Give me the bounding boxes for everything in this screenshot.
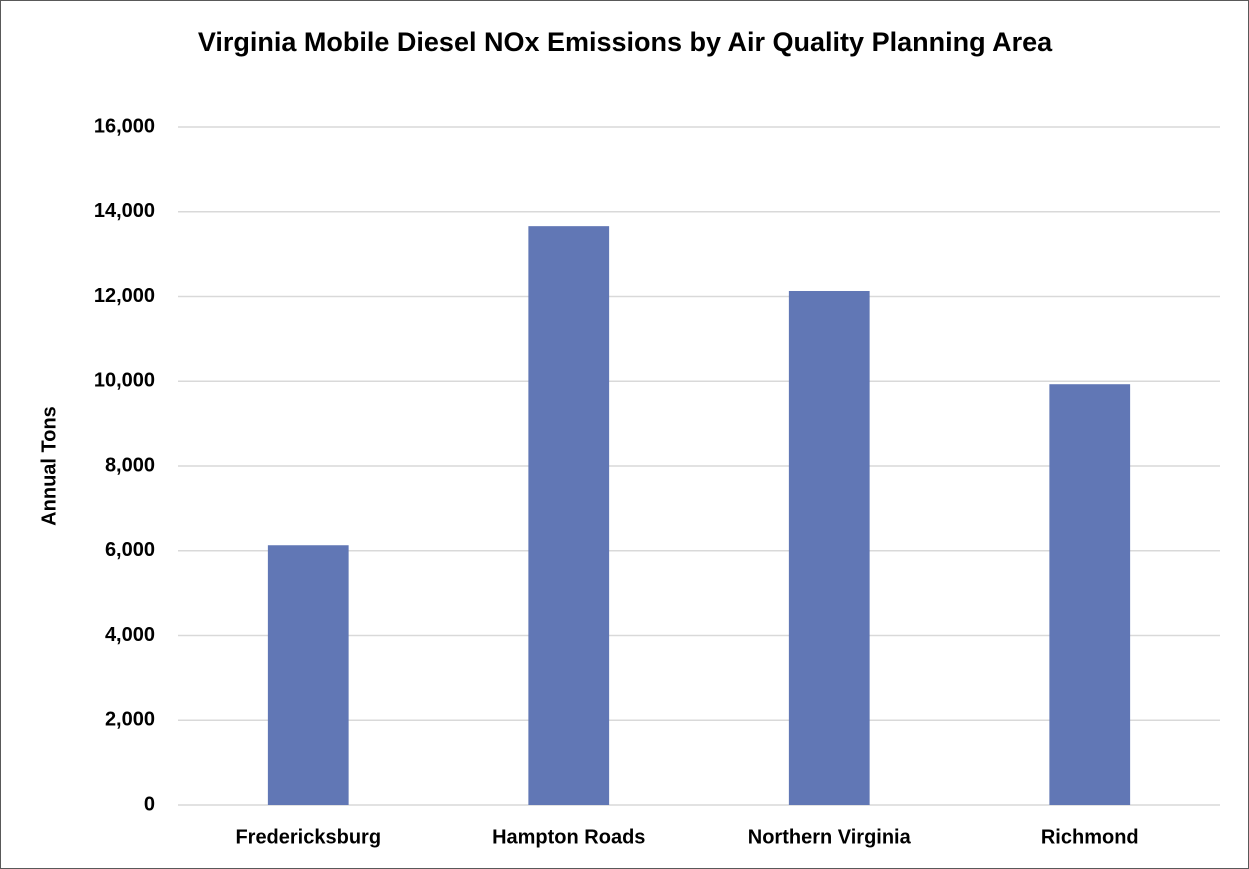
y-tick-label: 16,000 [94, 115, 155, 137]
y-tick-label: 10,000 [94, 370, 155, 392]
bar [528, 226, 610, 806]
x-tick-label: Richmond [1041, 826, 1139, 848]
x-tick-label: Hampton Roads [492, 826, 645, 848]
bar [267, 545, 349, 805]
y-tick-label: 8,000 [105, 454, 155, 476]
bar [788, 290, 870, 806]
bar [1049, 384, 1131, 805]
y-axis-label: Annual Tons [38, 406, 60, 526]
y-tick-label: 0 [144, 793, 155, 815]
x-tick-label: Northern Virginia [748, 826, 912, 848]
y-tick-label: 12,000 [94, 285, 155, 307]
y-tick-label: 2,000 [105, 709, 155, 731]
y-tick-label: 14,000 [94, 200, 155, 222]
x-tick-label: Fredericksburg [235, 826, 381, 848]
y-tick-label: 4,000 [105, 624, 155, 646]
chart-title: Virginia Mobile Diesel NOx Emissions by … [197, 27, 1053, 57]
y-tick-label: 6,000 [105, 539, 155, 561]
